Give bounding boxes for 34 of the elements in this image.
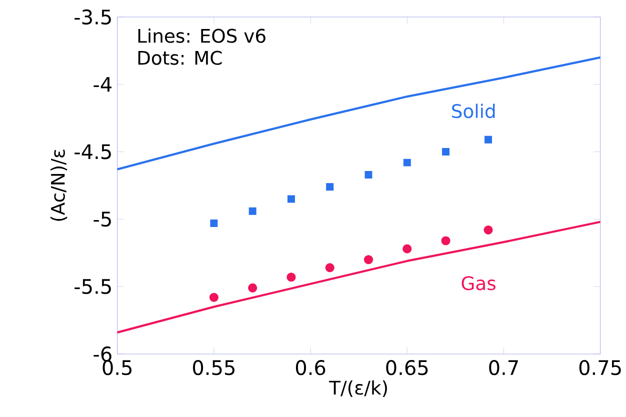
series-label: Solid <box>452 104 495 118</box>
point <box>286 272 296 282</box>
x-tick-label: 0.6 <box>296 360 326 376</box>
point <box>248 283 258 292</box>
point <box>210 219 218 227</box>
point <box>403 158 411 166</box>
x-tick-label: 0.5 <box>102 360 132 376</box>
point <box>484 225 493 235</box>
point <box>325 263 334 272</box>
y-tick-label: -4 <box>94 77 112 92</box>
series-label: Gas <box>462 276 496 290</box>
y-tick-label: -5.5 <box>74 279 111 294</box>
point <box>364 255 374 264</box>
x-tick-label: 0.7 <box>489 360 518 376</box>
point <box>402 244 412 254</box>
annotation: Lines: EOS v6 <box>138 28 266 43</box>
x-tick-label: 0.55 <box>192 360 234 376</box>
point <box>484 136 492 144</box>
point <box>441 236 450 246</box>
y-axis-title: (Ac/N)/ε <box>50 150 68 221</box>
annotation: Dots: MC <box>138 50 222 65</box>
point <box>364 170 372 178</box>
point <box>209 292 218 302</box>
point <box>442 148 450 156</box>
y-tick-label: -5 <box>94 212 111 227</box>
line-series <box>116 220 602 334</box>
y-tick-label: -3.5 <box>74 9 111 25</box>
x-axis-title: T/(ε/k) <box>329 380 387 397</box>
point <box>248 207 256 215</box>
point <box>326 183 334 191</box>
y-tick-label: -4.5 <box>74 144 111 160</box>
point <box>287 195 295 203</box>
x-tick-label: 0.75 <box>579 360 621 376</box>
x-tick-label: 0.65 <box>386 360 428 376</box>
